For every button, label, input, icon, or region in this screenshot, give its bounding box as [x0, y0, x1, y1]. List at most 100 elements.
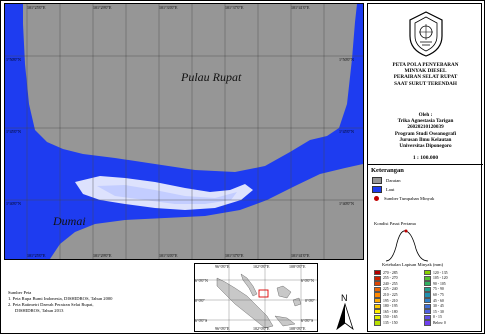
thickness-legend-item: 240 - 255 — [374, 281, 398, 287]
thickness-swatch — [374, 320, 381, 326]
thickness-swatch — [424, 298, 431, 304]
thickness-label: 180 - 195 — [383, 304, 398, 309]
kondisi-label: Kondisi Pasut Pertama — [374, 221, 416, 226]
thickness-swatch — [374, 270, 381, 276]
thickness-legend-item: 120 - 135 — [424, 270, 448, 276]
thickness-label: 30 - 45 — [433, 304, 444, 309]
thickness-legend-item: 135 - 150 — [374, 320, 398, 326]
inset-tick-left-0: 6°0'0"N — [195, 278, 208, 283]
author-line-1: Oleh : — [418, 112, 433, 118]
inset-map-canvas — [195, 264, 317, 331]
thickness-swatch — [424, 286, 431, 293]
thickness-swatch — [374, 275, 381, 281]
ketebalan-label: Ketebalan Lapisan Minyak (mm) — [382, 262, 444, 267]
legend-title: Keterangan — [371, 167, 404, 174]
author-line-6: Universitas Diponegoro — [399, 143, 452, 150]
tick-top-4: 101°33'0"E — [159, 5, 178, 10]
thickness-label: 120 - 135 — [433, 270, 448, 275]
legend-label-laut: Laut — [386, 187, 395, 192]
tick-top-6: 101°37'0"E — [225, 5, 244, 10]
thickness-legend-item: Below 0 — [424, 320, 446, 326]
thickness-swatch — [374, 286, 381, 293]
thickness-legend-item: 60 - 75 — [424, 292, 444, 298]
inset-tick-top-0: 96°0'0"E — [215, 264, 230, 269]
legend-item-daratan: Daratan — [372, 177, 401, 184]
thickness-label: 150 - 165 — [383, 315, 398, 320]
thickness-label: 75 - 90 — [433, 287, 444, 292]
author-line-3: 26020210120039 — [407, 124, 444, 131]
north-label: N — [341, 293, 348, 303]
thickness-legend-item: 165 - 180 — [374, 309, 398, 315]
author-line-5: Jurusan Ilmu Kelautan — [399, 136, 452, 143]
label-pulau-rupat: Pulau Rupat — [181, 70, 242, 84]
author-line-2: Trika Agnestasia Tarigan — [397, 118, 454, 125]
inset-sumatra — [216, 277, 274, 329]
divider — [368, 164, 483, 165]
tick-top-2: 101°29'0"E — [93, 5, 112, 10]
thickness-swatch — [424, 292, 431, 298]
thickness-label: 60 - 75 — [433, 293, 444, 298]
thickness-swatch — [424, 281, 431, 287]
title-line-2: MINYAK DIESEL — [404, 68, 447, 75]
tick-left-2: 1°40'0"N — [6, 201, 21, 206]
thickness-swatch — [424, 309, 431, 315]
thickness-label: 225 - 240 — [383, 287, 398, 292]
inset-tick-bottom-2: 108°0'0"E — [289, 326, 306, 331]
map-title: PETA POLA PENYEBARAN MINYAK DIESEL PERAI… — [368, 62, 483, 87]
north-arrow-icon — [336, 303, 354, 331]
source-line-3: DISHIDROS, Tahun 2013 — [15, 308, 64, 313]
thickness-swatch — [374, 314, 381, 321]
thickness-label: 135 - 150 — [383, 321, 398, 326]
thickness-label: 240 - 255 — [383, 281, 398, 286]
thickness-legend-item: 15 - 30 — [424, 309, 444, 315]
legend-label-daratan: Daratan — [386, 178, 401, 183]
thickness-label: 0 - 15 — [433, 315, 442, 320]
inset-tick-top-2: 108°0'0"E — [289, 264, 306, 269]
main-map-canvas — [5, 4, 363, 259]
map-scale: 1 : 100.000 — [412, 155, 439, 161]
author-line-4: Program Studi Oseanografi — [394, 130, 457, 137]
spill-source-dot — [373, 196, 379, 201]
thickness-legend-item: 180 - 195 — [374, 303, 398, 309]
thickness-label: 15 - 30 — [433, 309, 444, 314]
land-swatch — [372, 177, 382, 184]
tick-right-0: 1°50'0"N — [339, 57, 354, 62]
title-line-3: PERAIRAN SELAT RUPAT — [393, 74, 458, 81]
thickness-label: 45 - 60 — [433, 298, 444, 303]
oil-spill-core — [97, 185, 237, 204]
thickness-legend-item: 45 - 60 — [424, 298, 444, 304]
thickness-label: Below 0 — [433, 321, 446, 326]
thickness-legend-item: 30 - 45 — [424, 303, 444, 309]
tick-bottom-8: 101°41'0"E — [291, 253, 310, 258]
thickness-swatch — [374, 281, 381, 287]
thickness-legend-item: 105 - 120 — [424, 275, 448, 281]
source-heading: Sumber Peta — [8, 290, 32, 295]
inset-islands — [274, 285, 302, 327]
label-dumai: Dumai — [53, 214, 86, 228]
tick-left-1: 1°45'0"N — [6, 129, 21, 134]
thickness-swatch — [424, 275, 431, 281]
inset-tick-bottom-0: 96°0'0"E — [215, 326, 230, 331]
thickness-swatch — [424, 303, 431, 309]
source-line-2: 2. Peta Batimetri Daerah Perairan Selat … — [8, 302, 94, 307]
tick-right-2: 1°40'0"N — [339, 201, 354, 206]
thickness-label: 195 - 210 — [383, 298, 398, 303]
tick-bottom-4: 101°33'0"E — [159, 253, 178, 258]
thickness-swatch — [424, 314, 431, 321]
legend-item-spill: Sumber Tumpahan Minyak — [372, 196, 434, 201]
tick-bottom-0: 101°25'0"E — [27, 253, 46, 258]
tick-left-0: 1°50'0"N — [6, 57, 21, 62]
thickness-swatch — [424, 270, 431, 276]
university-seal-icon — [409, 11, 443, 57]
inset-tick-right-1: 0°0'0" — [305, 298, 315, 303]
thickness-swatch — [374, 292, 381, 298]
thickness-legend-item: 210 - 225 — [374, 292, 398, 298]
thickness-legend-item: 255 - 270 — [374, 275, 398, 281]
thickness-label: 105 - 120 — [433, 276, 448, 281]
thickness-swatch — [374, 303, 381, 309]
thickness-legend-item: 150 - 165 — [374, 314, 398, 321]
thickness-label: 90 - 105 — [433, 281, 446, 286]
thickness-swatch — [374, 298, 381, 304]
thickness-label: 255 - 270 — [383, 276, 398, 281]
